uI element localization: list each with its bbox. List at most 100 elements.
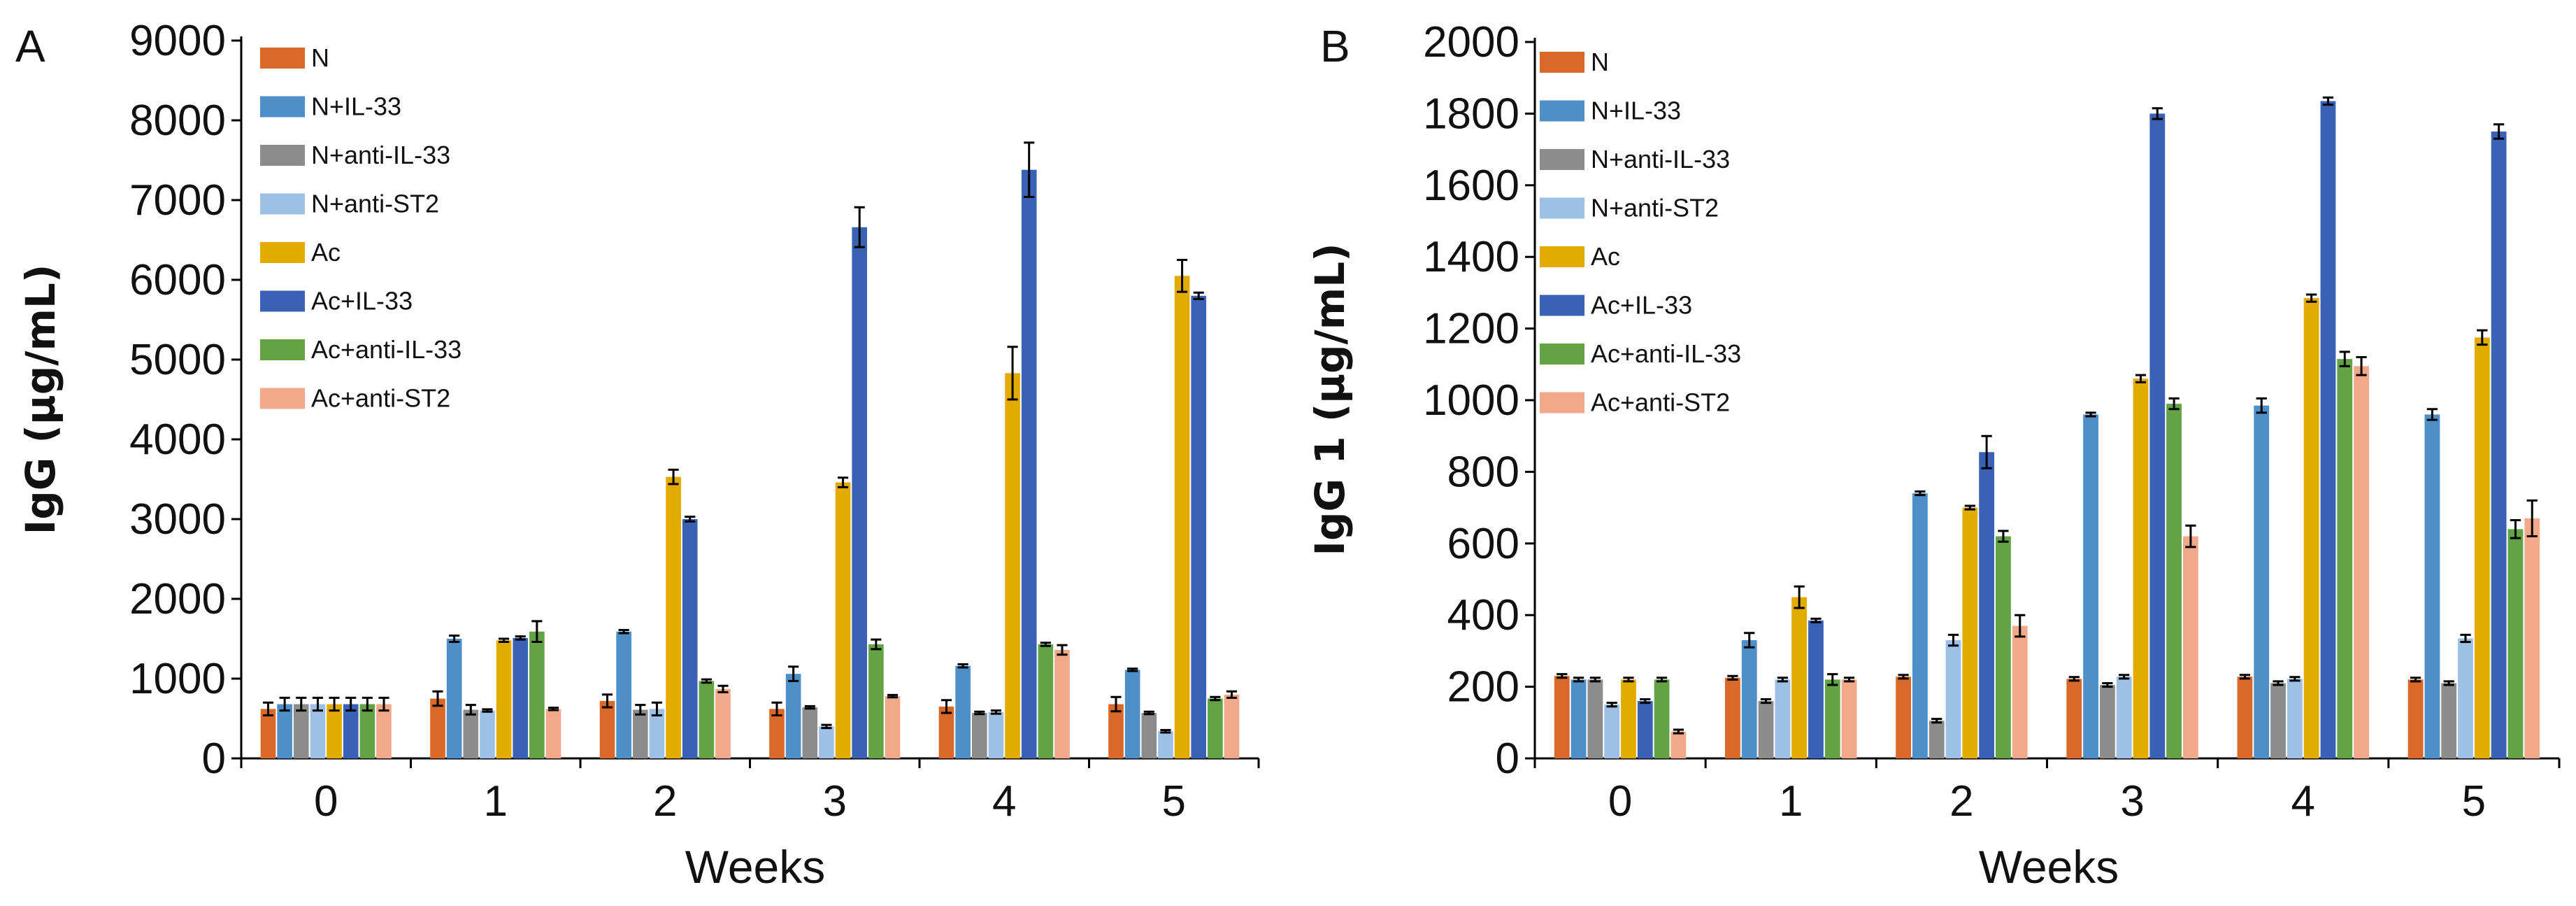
panel-b-error-bar — [2306, 293, 2317, 303]
panel-b-error-bar — [2102, 681, 2113, 688]
panel-a-error-bar — [1040, 642, 1051, 647]
panel-b-error-bar — [2339, 351, 2350, 367]
panel-a-bar — [463, 709, 479, 758]
panel-b: B 0 200 400 600 800 1000 1200 1400 1600 1800 2000 0… — [1306, 18, 2561, 893]
panel-a-legend-label: N+anti-IL-33 — [311, 141, 450, 169]
panel-b-error-bar — [1727, 674, 1738, 681]
panel-b-legend-label: Ac+anti-IL-33 — [1591, 339, 1741, 368]
panel-a: A 0 1000 2000 3000 4000 5000 6000 7000 8000 9000 0… — [15, 17, 1260, 893]
panel-b-error-bar — [2168, 397, 2180, 411]
panel-b-error-bar — [1947, 633, 1959, 647]
panel-b-y-tick-label: 1600 — [1423, 162, 1519, 210]
panel-b-error-bar — [2273, 680, 2284, 686]
panel-a-x-tick-label: 4 — [992, 777, 1016, 826]
panel-b-x-tick-label: 2 — [1949, 777, 1973, 826]
panel-b-letter: B — [1320, 21, 1350, 71]
panel-b-bar — [2012, 625, 2028, 758]
panel-b-legend-swatch — [1540, 100, 1584, 122]
panel-a-error-bar — [717, 684, 729, 693]
panel-a-bar — [785, 674, 801, 758]
panel-a-bar — [955, 665, 971, 758]
panel-b-error-bar — [1843, 677, 1855, 683]
panel-a-y-tick-label: 4000 — [129, 416, 226, 464]
panel-a-bar — [1124, 670, 1140, 758]
panel-a-error-bar — [601, 693, 613, 709]
panel-b-error-bar — [2322, 96, 2334, 106]
panel-a-bar — [868, 644, 884, 758]
panel-b-x-tick-label: 0 — [1608, 777, 1632, 826]
panel-a-bar — [496, 640, 512, 758]
panel-b-bar — [2066, 679, 2082, 758]
panel-b-error-bar — [1810, 617, 1822, 623]
panel-b-legend-swatch — [1540, 246, 1584, 267]
panel-b-bar — [1896, 677, 1911, 758]
panel-b-error-bar — [2119, 674, 2130, 680]
panel-b-legend-label: Ac+anti-ST2 — [1591, 388, 1730, 417]
panel-a-error-bar — [312, 696, 323, 712]
panel-b-error-bar — [1777, 677, 1788, 683]
panel-b-bar — [2166, 404, 2182, 758]
panel-b-bar — [2441, 683, 2457, 758]
panel-a-y-axis-title: IgG (µg/mL) — [17, 264, 64, 535]
panel-a-bar — [819, 726, 834, 758]
panel-a-error-bar — [548, 707, 559, 712]
panel-b-bar — [1775, 679, 1791, 758]
panel-b-bar — [1654, 679, 1670, 758]
panel-b-bar — [2083, 414, 2098, 758]
panel-a-bar — [699, 681, 715, 758]
panel-b-bar — [2116, 677, 2132, 758]
panel-b-bar — [2099, 685, 2115, 758]
panel-a-bar — [1108, 704, 1124, 758]
panel-a-legend-swatch — [260, 388, 305, 409]
panel-a-error-bar — [1110, 695, 1122, 713]
panel-a-error-bar — [345, 696, 357, 712]
panel-b-bar — [1570, 679, 1587, 758]
panel-a-bar — [359, 704, 375, 758]
panel-a-error-bar — [788, 665, 799, 682]
panel-b-bar — [1841, 679, 1857, 758]
panel-b-legend-label: N — [1591, 48, 1609, 76]
panel-a-error-bar — [940, 699, 952, 714]
panel-b-y-tick-label: 1400 — [1423, 233, 1519, 281]
panel-b-error-bar — [1589, 677, 1601, 683]
panel-a-x-tick-label: 1 — [484, 777, 508, 826]
panel-b-bar — [1725, 677, 1740, 758]
panel-b-legend-label: N+IL-33 — [1591, 97, 1681, 125]
panel-b-legend-swatch — [1540, 295, 1584, 316]
panel-b-error-bar — [2239, 674, 2251, 680]
panel-b-bar — [2149, 113, 2166, 758]
panel-b-legend-swatch — [1540, 392, 1584, 413]
panel-a-error-bar — [362, 696, 373, 712]
panel-a-legend-swatch — [260, 96, 305, 118]
panel-b-bar — [2491, 132, 2507, 758]
panel-a-error-bar — [701, 678, 712, 684]
panel-a-bar — [1021, 169, 1037, 758]
panel-b-legend-label: Ac — [1591, 242, 1620, 271]
panel-b-error-bar — [1998, 530, 2009, 543]
panel-a-bar — [1191, 295, 1207, 758]
panel-b-error-bar — [2443, 680, 2454, 686]
panel-b-x-tick-label: 5 — [2462, 777, 2486, 826]
panel-b-bar — [2507, 529, 2524, 758]
panel-a-y-tick-label: 3000 — [129, 495, 226, 544]
panel-a-legend-swatch — [260, 242, 305, 263]
panel-a-x-tick-label: 3 — [823, 777, 847, 826]
panel-b-y-tick-label: 1000 — [1423, 376, 1519, 425]
panel-a-y-tick-label: 2000 — [129, 575, 226, 623]
panel-b-error-bar — [1981, 434, 1992, 469]
panel-b-error-bar — [1744, 632, 1755, 649]
panel-a-legend-swatch — [260, 145, 305, 166]
panel-a-bar — [1158, 731, 1173, 758]
panel-a-error-bar — [990, 709, 1001, 715]
panel-a-legend: N N+IL-33 N+anti-IL-33 N+anti-ST2 Ac Ac+IL-33… — [260, 43, 461, 413]
panel-a-bar — [480, 710, 495, 758]
panel-b-bar — [1637, 701, 1653, 758]
panel-a-error-bar — [1007, 346, 1018, 401]
panel-a-error-bar — [1160, 729, 1171, 734]
panel-b-error-bar — [2185, 524, 2196, 548]
panel-a-error-bar — [482, 708, 493, 713]
panel-b-bar — [2287, 679, 2303, 758]
panel-a-error-bar — [296, 696, 307, 712]
panel-b-legend-swatch — [1540, 344, 1584, 364]
panel-a-error-bar — [887, 693, 899, 699]
